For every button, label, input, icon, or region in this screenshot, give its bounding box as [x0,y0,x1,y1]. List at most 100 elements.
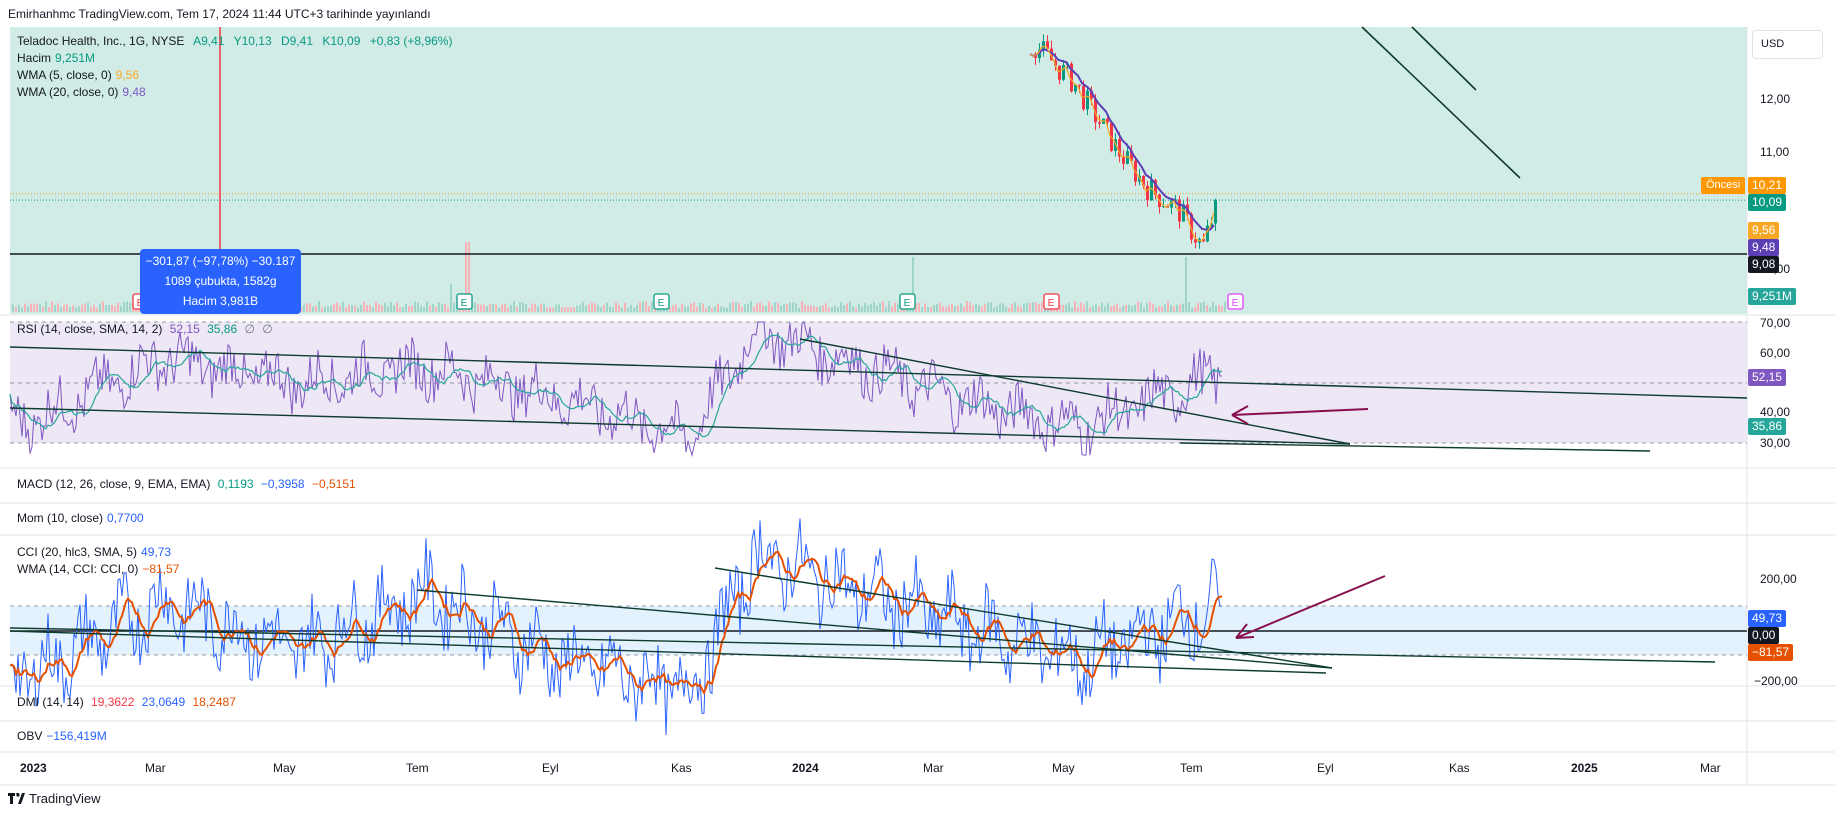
volume-bar [321,307,323,312]
volume-bar [369,305,371,312]
volume-bar [1137,301,1139,312]
volume-bar [912,257,914,312]
rsi-tick: 60,00 [1760,346,1791,360]
cci-trendline-3 [714,567,1333,669]
mom-legend[interactable]: Mom (10, close) 0,7700 [17,510,144,527]
volume-bar [1119,307,1121,312]
volume-bar [780,305,782,312]
volume-bar [420,306,422,312]
volume-bar [765,305,767,312]
volume-bar [531,303,533,312]
cci-wma-legend[interactable]: WMA (14, CCI: CCI, 0) −81,57 [17,561,179,578]
volume-bar [39,304,41,312]
volume-bar [897,303,899,312]
wma5-legend[interactable]: WMA (5, close, 0) 9,56 [17,67,139,84]
volume-bar [303,304,305,312]
volume-bar [681,303,683,312]
dmi-legend[interactable]: DMI (14, 14) 19,3622 23,0649 18,2487 [17,694,236,711]
volume-bar [435,307,437,312]
volume-bar [636,304,638,312]
macd-signal-value: −0,5151 [311,477,356,491]
volume-bar [1101,302,1103,312]
rsi-tick: 30,00 [1760,436,1791,450]
volume-bar [1017,305,1019,312]
candle-body [1122,156,1125,164]
volume-bar [390,301,392,312]
candle-body [1150,179,1153,201]
obv-legend[interactable]: OBV −156,419M [17,728,107,745]
candle-body [1082,85,1085,110]
volume-bar [45,301,47,312]
volume-bar [813,306,815,312]
wma5-label: WMA (5, close, 0) [17,68,112,82]
volume-bar [30,303,32,312]
earnings-marker-icon [456,293,473,310]
volume-bar [795,303,797,312]
candle-body [1166,206,1169,208]
volume-bar [825,303,827,312]
volume-bar [1143,307,1145,312]
volume-bar [939,302,941,312]
volume-bar [948,305,950,312]
cci-wma-label: WMA (14, CCI: CCI, 0) [17,562,139,576]
volume-bar [645,301,647,312]
earnings-marker-label: E [1048,298,1055,309]
volume-bar [969,302,971,312]
wma20-legend[interactable]: WMA (20, close, 0) 9,48 [17,84,146,101]
rsi-legend[interactable]: RSI (14, close, SMA, 14, 2) 52,15 35,86 … [17,321,273,338]
macd-label: MACD (12, 26, close, 9, EMA, EMA) [17,477,211,491]
macd-legend[interactable]: MACD (12, 26, close, 9, EMA, EMA) 0,1193… [17,476,356,493]
volume-bar [447,307,449,312]
volume-bar [417,302,419,312]
candle-body [1142,175,1145,186]
volume-bar [993,307,995,312]
candle-body [1078,84,1081,86]
volume-bar [300,307,302,312]
candle-body [1154,179,1157,195]
currency-button[interactable]: USD [1752,30,1823,59]
volume-bar [402,307,404,312]
volume-bar [378,304,380,312]
volume-bar [1131,306,1133,312]
volume-bar [846,303,848,312]
volume-bar [789,302,791,312]
volume-bar [1215,305,1217,312]
cci-trendline-4 [9,630,1327,674]
volume-bar [1200,302,1202,312]
candle-body [1074,84,1077,92]
volume-bar [630,304,632,312]
volume-bar [72,305,74,312]
tradingview-brand[interactable]: TradingView [8,791,101,806]
candle-body [1054,60,1057,66]
candle-body [1062,65,1065,80]
main-legend[interactable]: Teladoc Health, Inc., 1G, NYSE A9,41 Y10… [17,33,458,50]
tradingview-logo-icon [8,793,25,804]
volume-bar [996,306,998,312]
volume-bar [123,301,125,312]
volume-bar [1041,302,1043,312]
volume-bar [951,303,953,312]
volume-bar [978,304,980,312]
candle-body [1190,214,1193,240]
volume-bar [75,307,77,312]
volume-bar [1113,305,1115,312]
volume-bar [774,302,776,312]
rsi-lower-value: ∅ [262,322,273,336]
volume-bar [888,301,890,312]
wma20-line [1029,48,1215,231]
brand-label: TradingView [29,791,101,806]
candle-body [1094,98,1097,123]
candle-body [1058,65,1061,80]
volume-bar [900,307,902,312]
cci-legend[interactable]: CCI (20, hlc3, SMA, 5) 49,73 [17,544,171,561]
cci-value: 49,73 [141,545,172,559]
volume-bar [375,302,377,312]
volume-bar [975,303,977,312]
premarket-label: Öncesi [1701,177,1746,194]
volume-bar [357,307,359,312]
volume-legend[interactable]: Hacim 9,251M [17,50,95,67]
volume-bar [339,305,341,312]
volume-bar [957,305,959,312]
earnings-marker-label: E [461,298,468,309]
